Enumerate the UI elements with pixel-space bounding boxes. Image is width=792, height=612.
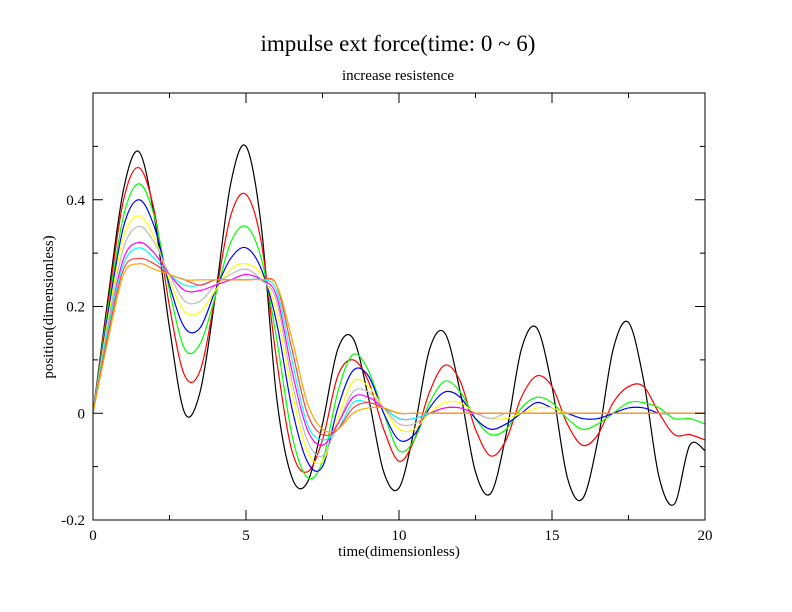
chart-subtitle: increase resistence (342, 68, 454, 84)
y-tick-label: -0.2 (61, 513, 85, 529)
ticks-layer: 0 5 10 15 20-0.200.20.4 (61, 93, 713, 544)
series-line-6 (92, 241, 705, 446)
chart-title: impulse ext force(time: 0 ~ 6) (261, 31, 536, 56)
series-line-3 (92, 199, 705, 473)
x-tick-label: 0 (89, 528, 97, 544)
series-line-7 (92, 247, 705, 441)
series-line-1 (92, 167, 706, 473)
x-tick-label: 5 (242, 528, 250, 544)
y-tick-label: 0 (78, 406, 86, 422)
series-line-0 (92, 144, 706, 506)
x-tick-label: 10 (392, 528, 407, 544)
y-tick-label: 0.4 (66, 193, 85, 209)
plot-frame (92, 92, 706, 521)
series-layer (92, 144, 706, 506)
x-axis-label: time(dimensionless) (338, 544, 460, 560)
series-line-5 (92, 225, 705, 458)
y-tick-label: 0.2 (66, 300, 85, 316)
series-line-9 (92, 263, 705, 433)
x-tick-label: 15 (545, 528, 560, 544)
x-tick-label: 20 (698, 528, 713, 544)
series-line-2 (92, 183, 706, 480)
series-line-4 (92, 215, 705, 465)
y-axis-label: position(dimensionless) (41, 235, 57, 378)
